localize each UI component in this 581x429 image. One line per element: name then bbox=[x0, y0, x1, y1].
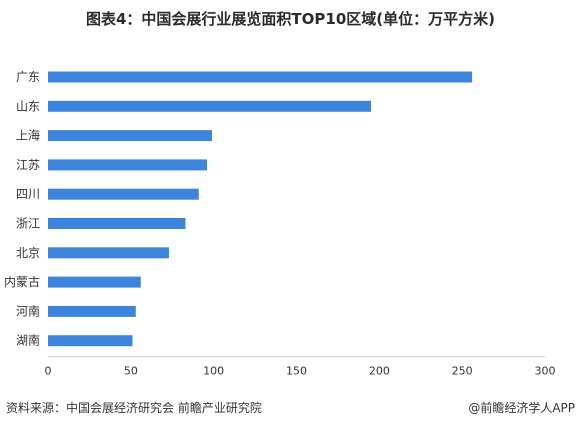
credit-note: @前瞻经济学人APP bbox=[468, 401, 575, 415]
bar-7 bbox=[48, 247, 169, 259]
bar-4 bbox=[48, 159, 208, 171]
bar-6 bbox=[48, 218, 186, 229]
x-tick-label: 250 bbox=[452, 365, 473, 378]
bar-10 bbox=[48, 335, 133, 347]
category-label: 内蒙古 bbox=[4, 274, 40, 289]
category-label: 河南 bbox=[16, 303, 40, 318]
category-label: 江苏 bbox=[16, 158, 40, 172]
category-label: 山东 bbox=[16, 99, 40, 113]
x-tick-label: 50 bbox=[124, 365, 138, 378]
x-tick-label: 150 bbox=[286, 365, 307, 378]
x-tick-label: 100 bbox=[203, 365, 224, 378]
bar-2 bbox=[48, 100, 372, 112]
bar-9 bbox=[48, 305, 136, 317]
category-label: 北京 bbox=[16, 246, 40, 260]
x-tick-label: 300 bbox=[535, 365, 556, 378]
bar-5 bbox=[48, 188, 199, 200]
category-label: 四川 bbox=[16, 187, 40, 201]
category-label: 上海 bbox=[16, 128, 40, 143]
chart-title: 图表4：中国会展行业展览面积TOP10区域(单位：万平方米) bbox=[85, 10, 495, 28]
bar-1 bbox=[48, 71, 473, 83]
category-label: 广东 bbox=[16, 70, 40, 84]
x-tick-label: 200 bbox=[369, 365, 390, 378]
category-label: 湖南 bbox=[16, 333, 40, 348]
x-tick-label: 0 bbox=[45, 365, 52, 378]
bar-3 bbox=[48, 130, 213, 142]
source-note: 资料来源：中国会展经济研究会 前瞻产业研究院 bbox=[6, 401, 262, 415]
bar-8 bbox=[48, 276, 141, 288]
category-label: 浙江 bbox=[16, 217, 40, 231]
